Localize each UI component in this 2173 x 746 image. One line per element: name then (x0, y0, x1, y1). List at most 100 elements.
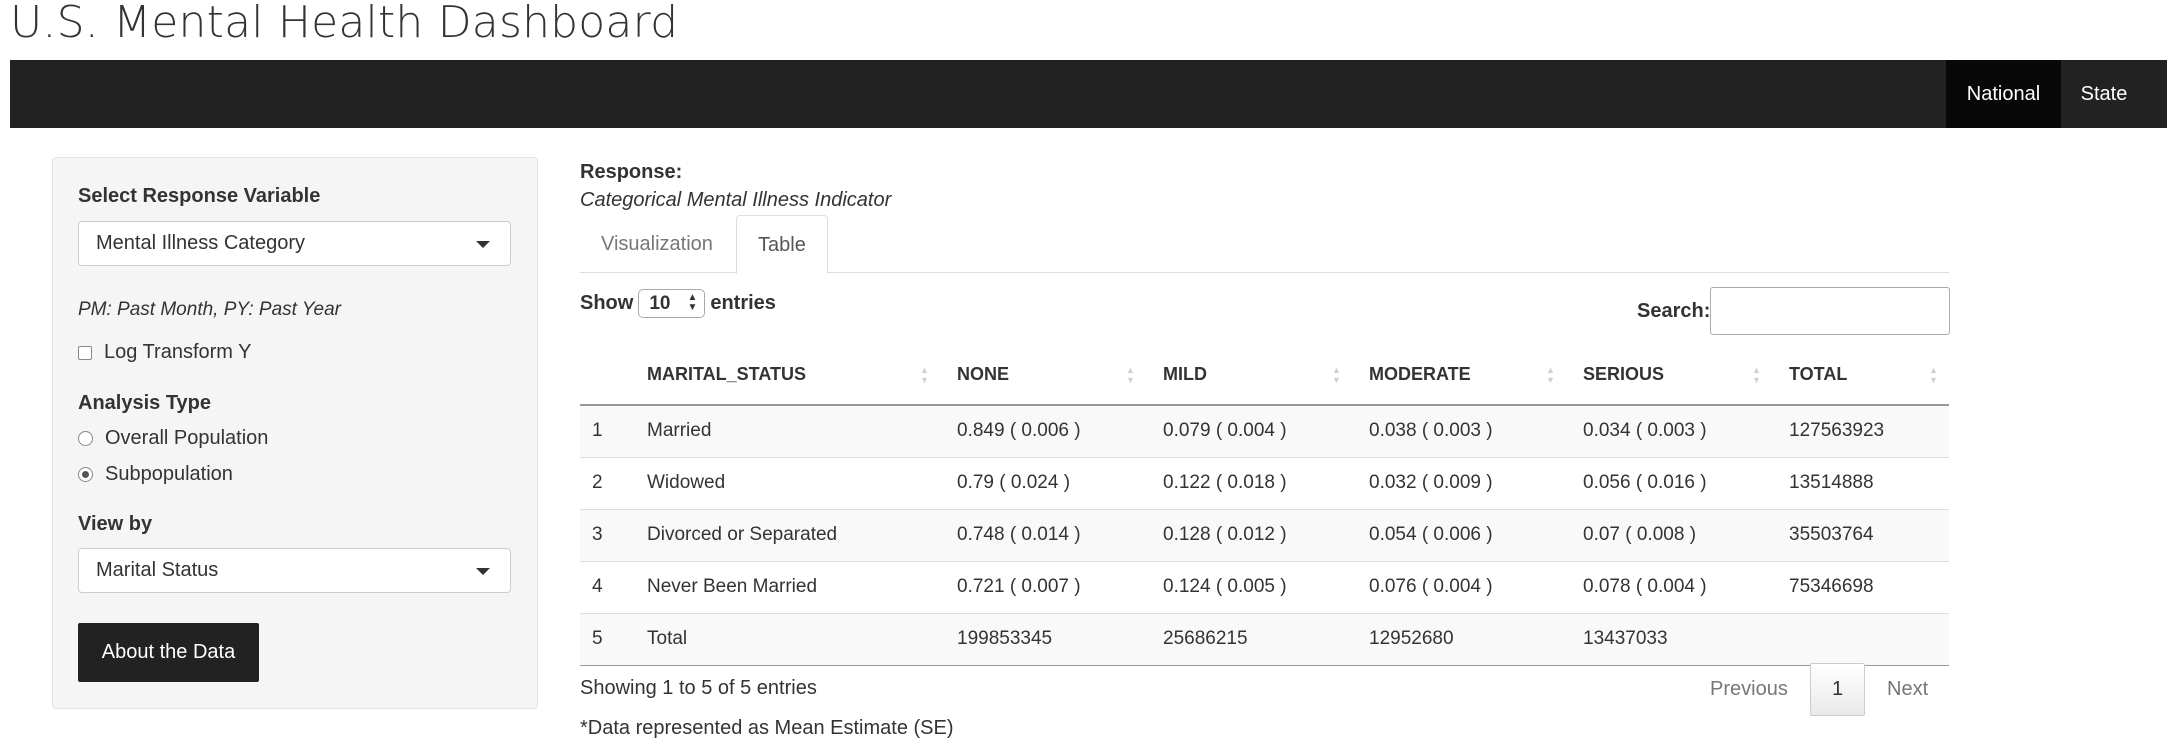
sort-icon: ▲ ▼ (1546, 365, 1555, 385)
tab-table[interactable]: Table (736, 215, 828, 274)
up-down-arrows-icon: ▲ ▼ (687, 292, 698, 313)
response-variable-select[interactable]: Mental Illness Category (78, 221, 511, 266)
table-header-row: MARITAL_STATUS ▲ ▼ NONE ▲ ▼ MILD ▲ ▼ MODERATE ▲… (580, 345, 1949, 406)
view-by-label: View by (78, 513, 153, 535)
radio-label: Overall Population (105, 427, 269, 449)
tab-visualization[interactable]: Visualization (601, 233, 713, 255)
table-cell: 13514888 (1789, 456, 1949, 509)
response-variable-label: Select Response Variable (78, 185, 321, 207)
table-info: Showing 1 to 5 of 5 entries (580, 677, 817, 699)
caret-down-icon (476, 568, 490, 575)
table-cell: 0.054 ( 0.006 ) (1369, 508, 1583, 561)
table-cell: 0.122 ( 0.018 ) (1163, 456, 1369, 509)
entries-label: entries (710, 292, 776, 314)
table-cell: 35503764 (1789, 508, 1949, 561)
column-header-moderate[interactable]: MODERATE ▲ ▼ (1369, 345, 1583, 406)
page-title: U.S. Mental Health Dashboard (10, 0, 679, 48)
pagination-previous[interactable]: Previous (1710, 678, 1788, 700)
table-cell: 0.034 ( 0.003 ) (1583, 404, 1789, 457)
about-data-button[interactable]: About the Data (78, 623, 259, 682)
log-transform-checkbox-row[interactable]: Log Transform Y (78, 341, 251, 364)
table-cell: 0.078 ( 0.004 ) (1583, 560, 1789, 613)
content-tabs: Visualization Table (580, 215, 1949, 274)
table-row-total: 5 Total 199853345 25686215 12952680 1343… (580, 612, 1949, 666)
search-input[interactable] (1710, 287, 1950, 335)
pagination-next[interactable]: Next (1887, 678, 1929, 700)
table-cell: Total (647, 612, 957, 666)
table-cell: 75346698 (1789, 560, 1949, 613)
table-cell: 0.79 ( 0.024 ) (957, 456, 1163, 509)
pagination-page-1[interactable]: 1 (1810, 663, 1865, 716)
table-cell: Never Been Married (647, 560, 957, 613)
table-cell: 127563923 (1789, 404, 1949, 457)
table-cell: 3 (580, 508, 647, 561)
analysis-type-label: Analysis Type (78, 392, 212, 414)
top-navbar: National State (10, 60, 2167, 128)
response-heading: Response: (580, 161, 683, 183)
table-cell: Married (647, 404, 957, 457)
table-cell: 0.079 ( 0.004 ) (1163, 404, 1369, 457)
radio-button[interactable] (78, 431, 93, 446)
response-value: Categorical Mental Illness Indicator (580, 189, 892, 211)
table-cell: 0.124 ( 0.005 ) (1163, 560, 1369, 613)
log-transform-checkbox[interactable] (78, 345, 92, 360)
log-transform-label: Log Transform Y (104, 341, 252, 363)
header-label: TOTAL (1789, 364, 1848, 384)
sort-icon: ▲ ▼ (920, 365, 929, 385)
table-cell: 199853345 (957, 612, 1163, 666)
sort-icon: ▲ ▼ (1752, 365, 1761, 385)
table-cell: 2 (580, 456, 647, 509)
table-row: 2 Widowed 0.79 ( 0.024 ) 0.122 ( 0.018 )… (580, 456, 1949, 509)
table-cell: Widowed (647, 456, 957, 509)
radio-button-checked[interactable] (78, 467, 93, 482)
column-header-marital-status[interactable]: MARITAL_STATUS ▲ ▼ (647, 345, 957, 406)
table-cell: 25686215 (1163, 612, 1369, 666)
column-header-serious[interactable]: SERIOUS ▲ ▼ (1583, 345, 1789, 406)
table-cell: 0.076 ( 0.004 ) (1369, 560, 1583, 613)
view-by-select[interactable]: Marital Status (78, 548, 511, 593)
table-cell: Divorced or Separated (647, 508, 957, 561)
column-header-none[interactable]: NONE ▲ ▼ (957, 345, 1163, 406)
sort-icon: ▲ ▼ (1332, 365, 1341, 385)
view-by-value: Marital Status (96, 559, 219, 581)
column-header-total[interactable]: TOTAL ▲ ▼ (1789, 345, 1949, 406)
table-cell: 0.07 ( 0.008 ) (1583, 508, 1789, 561)
table-cell: 12952680 (1369, 612, 1583, 666)
header-label: NONE (957, 364, 1010, 384)
column-header-index (580, 345, 647, 406)
show-label: Show (580, 292, 634, 314)
table-cell: 5 (580, 612, 647, 666)
table-cell: 0.032 ( 0.009 ) (1369, 456, 1583, 509)
sort-icon: ▲ ▼ (1929, 365, 1938, 385)
search-label: Search: (1637, 300, 1711, 322)
header-label: MODERATE (1369, 364, 1471, 384)
table-cell: 0.849 ( 0.006 ) (957, 404, 1163, 457)
sort-icon: ▲ ▼ (1126, 365, 1135, 385)
sidebar-panel: Select Response Variable Mental Illness … (52, 157, 538, 709)
table-row: 3 Divorced or Separated 0.748 ( 0.014 ) … (580, 508, 1949, 561)
entries-select-value: 10 (649, 293, 671, 314)
entries-select[interactable]: 10 ▲ ▼ (638, 289, 706, 318)
table-cell: 1 (580, 404, 647, 457)
table-cell (1789, 612, 1949, 666)
table-cell: 0.721 ( 0.007 ) (957, 560, 1163, 613)
header-label: MILD (1163, 364, 1207, 384)
table-cell: 13437033 (1583, 612, 1789, 666)
table-row: 4 Never Been Married 0.721 ( 0.007 ) 0.1… (580, 560, 1949, 613)
table-cell: 0.038 ( 0.003 ) (1369, 404, 1583, 457)
footnote: *Data represented as Mean Estimate (SE) (580, 717, 954, 739)
radio-overall-population[interactable]: Overall Population (78, 427, 268, 450)
abbreviation-note: PM: Past Month, PY: Past Year (78, 299, 341, 320)
nav-tab-national[interactable]: National (1946, 60, 2061, 128)
data-table: MARITAL_STATUS ▲ ▼ NONE ▲ ▼ MILD ▲ ▼ MODERATE ▲… (580, 345, 1949, 666)
table-cell: 0.128 ( 0.012 ) (1163, 508, 1369, 561)
nav-tab-state[interactable]: State (2080, 83, 2128, 105)
column-header-mild[interactable]: MILD ▲ ▼ (1163, 345, 1369, 406)
caret-down-icon (476, 241, 490, 248)
table-cell: 4 (580, 560, 647, 613)
table-row: 1 Married 0.849 ( 0.006 ) 0.079 ( 0.004 … (580, 404, 1949, 457)
radio-subpopulation[interactable]: Subpopulation (78, 463, 233, 486)
header-label: MARITAL_STATUS (647, 364, 806, 384)
entries-length-control: Show 10 ▲ ▼ entries (580, 289, 776, 318)
response-variable-value: Mental Illness Category (96, 232, 305, 254)
